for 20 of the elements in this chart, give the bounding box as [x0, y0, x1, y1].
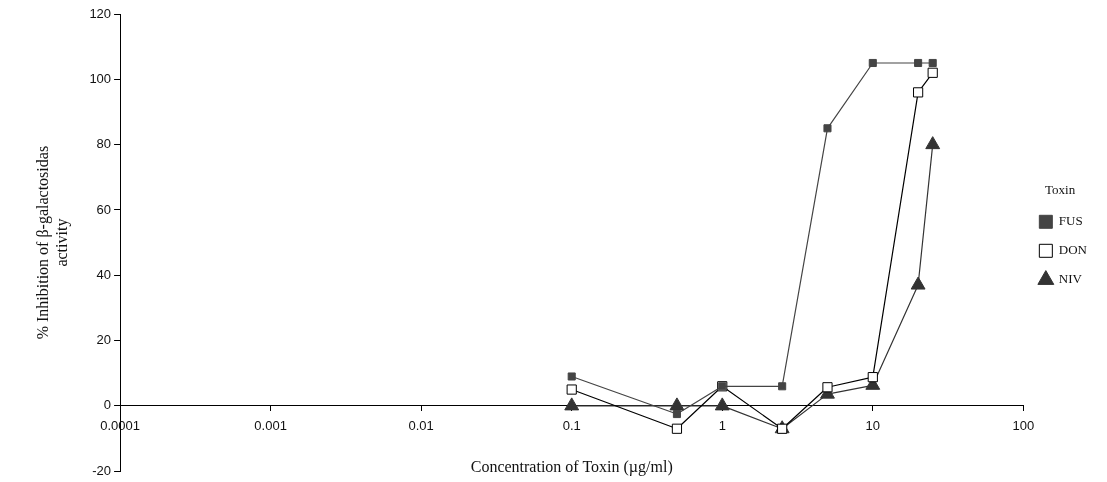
- x-tick-label: 100: [1012, 418, 1035, 434]
- y-tick-label: 80: [96, 136, 112, 152]
- legend-label: NIV: [1058, 271, 1083, 287]
- x-tick-label: 1: [718, 418, 726, 434]
- y-tick-label: 100: [89, 70, 112, 86]
- x-tick-label: 0.001: [254, 418, 287, 434]
- y-tick-label: 60: [96, 201, 112, 217]
- y-tick-label: 20: [96, 332, 112, 348]
- x-tick-label: 10: [865, 418, 881, 434]
- legend-label: DON: [1058, 242, 1088, 258]
- y-tick-label: 120: [89, 5, 112, 21]
- x-tick-label: 0.1: [562, 418, 581, 434]
- legend-label: FUS: [1058, 213, 1083, 229]
- y-tick-label: 0: [103, 397, 112, 413]
- y-tick-label: 40: [96, 266, 112, 282]
- x-tick-label: 0.01: [408, 418, 434, 434]
- y-tick-label: -20: [92, 462, 112, 478]
- x-axis-title: Concentration of Toxin (µg/ml): [470, 458, 673, 477]
- legend-title: Toxin: [1045, 181, 1076, 197]
- y-axis-title: % Inhibition of β-galactosidas activity: [33, 145, 71, 340]
